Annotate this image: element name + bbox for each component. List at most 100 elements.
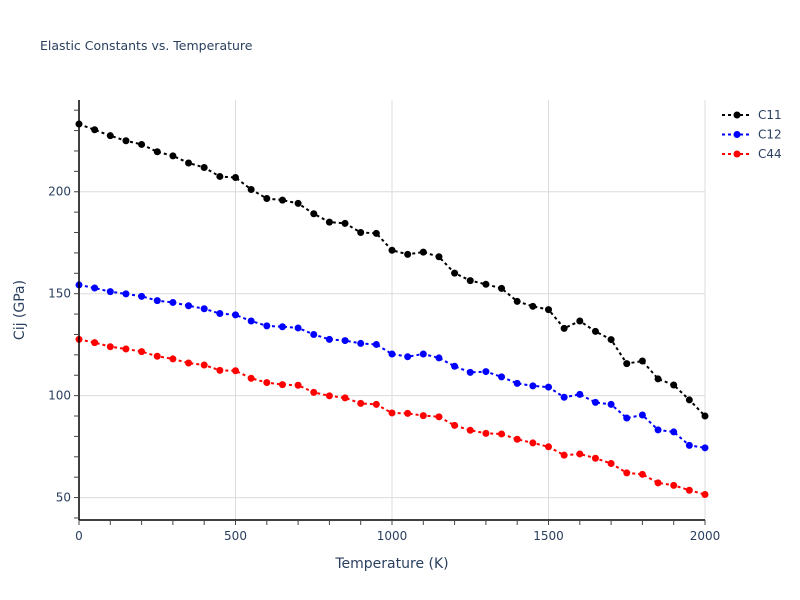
data-point: [263, 194, 271, 202]
data-point: [545, 383, 552, 391]
data-point: [325, 218, 333, 226]
data-point: [623, 360, 631, 368]
data-point: [529, 382, 537, 390]
data-point: [560, 324, 568, 332]
data-point: [122, 345, 130, 353]
data-point: [106, 288, 114, 296]
series-c12: [75, 281, 709, 452]
data-point: [466, 426, 474, 434]
data-point: [529, 302, 537, 310]
y-tick-label: 50: [56, 491, 71, 505]
data-point: [278, 196, 286, 204]
data-point: [185, 159, 193, 167]
data-point: [169, 355, 177, 363]
data-point: [451, 421, 459, 429]
data-point: [435, 253, 443, 261]
data-point: [576, 450, 584, 458]
data-point: [654, 479, 662, 487]
data-point: [451, 362, 459, 370]
x-tick-label: 1500: [533, 529, 564, 543]
data-point: [560, 451, 568, 459]
data-point: [325, 335, 333, 343]
data-point: [138, 348, 146, 356]
data-point: [247, 317, 255, 325]
data-point: [591, 327, 599, 335]
data-point: [138, 140, 146, 148]
y-axis-title: Cij (GPa): [12, 280, 28, 340]
data-point: [466, 368, 474, 376]
data-point: [419, 412, 427, 420]
data-point: [576, 317, 584, 325]
data-point: [216, 309, 224, 317]
data-point: [325, 392, 333, 400]
legend-marker: [733, 150, 741, 158]
data-point: [278, 323, 286, 331]
data-point: [607, 400, 615, 408]
data-point: [216, 172, 224, 180]
data-point: [372, 229, 380, 237]
x-tick-label: 0: [75, 529, 83, 543]
data-point: [169, 298, 177, 306]
legend-label: C11: [758, 108, 782, 122]
x-tick-label: 1000: [377, 529, 408, 543]
data-point: [498, 373, 506, 381]
data-point: [685, 396, 693, 404]
data-point: [247, 374, 255, 382]
data-point: [607, 336, 615, 344]
data-point: [685, 441, 693, 449]
x-axis-title: Temperature (K): [334, 556, 448, 572]
data-point: [419, 248, 427, 256]
data-point: [513, 435, 521, 443]
data-point: [232, 367, 239, 375]
data-point: [513, 297, 521, 305]
data-point: [498, 284, 506, 292]
data-point: [153, 297, 161, 305]
data-point: [623, 414, 631, 422]
data-point: [388, 409, 396, 417]
data-point: [294, 324, 302, 332]
data-point: [482, 280, 490, 288]
axes: 0 500 1000 1500 2000 50 100 150 200: [48, 100, 720, 543]
data-point: [372, 340, 380, 348]
data-point: [372, 400, 380, 408]
data-point: [388, 246, 396, 254]
data-point: [153, 148, 161, 156]
data-point: [185, 359, 193, 367]
data-point: [357, 229, 365, 237]
data-point: [200, 163, 208, 171]
legend-item-c11: C11: [722, 108, 782, 122]
data-point: [670, 481, 678, 489]
data-point: [91, 339, 99, 347]
data-point: [404, 250, 412, 258]
legend-label: C12: [758, 128, 782, 142]
data-point: [263, 379, 271, 387]
data-point: [466, 277, 474, 285]
data-point: [294, 381, 302, 389]
data-point: [232, 311, 239, 319]
data-point: [623, 469, 631, 477]
data-point: [419, 350, 427, 358]
data-point: [591, 398, 599, 406]
data-point: [278, 381, 286, 389]
data-point: [654, 375, 662, 383]
data-point: [357, 339, 365, 347]
data-point: [122, 290, 130, 298]
data-point: [232, 173, 239, 181]
data-point: [388, 350, 396, 358]
data-point: [638, 470, 646, 478]
data-point: [435, 413, 443, 421]
data-point: [341, 394, 349, 402]
data-point: [310, 388, 318, 396]
data-point: [106, 343, 114, 351]
data-point: [451, 269, 459, 277]
data-point: [670, 428, 678, 436]
series-c11: [75, 120, 709, 420]
data-point: [513, 379, 521, 387]
data-point: [185, 302, 193, 310]
data-point: [576, 390, 584, 398]
data-point: [310, 210, 318, 218]
y-tick-label: 150: [48, 287, 71, 301]
legend-item-c44: C44: [722, 147, 782, 161]
data-point: [435, 354, 443, 362]
series-line-c11: [78, 123, 706, 417]
